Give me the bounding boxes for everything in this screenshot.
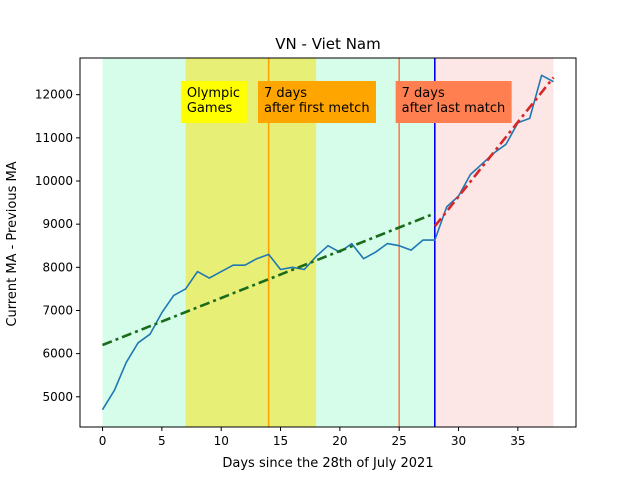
series-line-1 (102, 212, 436, 347)
y-tick-label: 7000 (42, 303, 73, 317)
y-tick-label: 10000 (35, 174, 73, 188)
y-axis: 5000 6000 7000 8000 9000 10000 11000 12000 (35, 88, 80, 404)
annotation-box-2 (395, 81, 512, 123)
data-series (101, 74, 555, 411)
chart-title: VN - Viet Nam (275, 35, 380, 53)
plot-frame (79, 57, 577, 428)
annotation-box-1 (257, 81, 376, 123)
y-tick-label: 8000 (42, 260, 73, 274)
y-tick-label: 6000 (42, 347, 73, 361)
series-line-0 (101, 74, 554, 411)
annotation-line-1-1: after first metch (264, 101, 370, 116)
x-tick-label: 15 (273, 434, 288, 448)
x-tick-label: 10 (214, 434, 229, 448)
y-axis-title: Current MA - Previous MA (5, 161, 20, 326)
y-tick-label: 9000 (42, 217, 73, 231)
annotation-box-0 (180, 81, 247, 123)
annotation-line-2-0: 7 days (402, 86, 445, 101)
x-tick-label: 35 (510, 434, 525, 448)
x-axis: 0 5 10 15 20 25 30 35 (99, 427, 525, 448)
annotation-line-0-0: Olympic (187, 86, 240, 101)
y-tick-label: 12000 (35, 88, 73, 102)
x-tick-label: 5 (158, 434, 166, 448)
x-tick-label: 0 (99, 434, 107, 448)
x-axis-title: Days since the 28th of July 2021 (222, 456, 433, 471)
annotation-line-2-1: after last match (402, 101, 506, 116)
x-tick-label: 20 (332, 434, 347, 448)
y-tick-label: 11000 (35, 131, 73, 145)
x-tick-label: 25 (392, 434, 407, 448)
annotation-line-1-0: 7 days (264, 86, 307, 101)
x-tick-label: 30 (451, 434, 466, 448)
y-tick-label: 5000 (42, 390, 73, 404)
annotation-line-0-1: Games (187, 101, 233, 116)
